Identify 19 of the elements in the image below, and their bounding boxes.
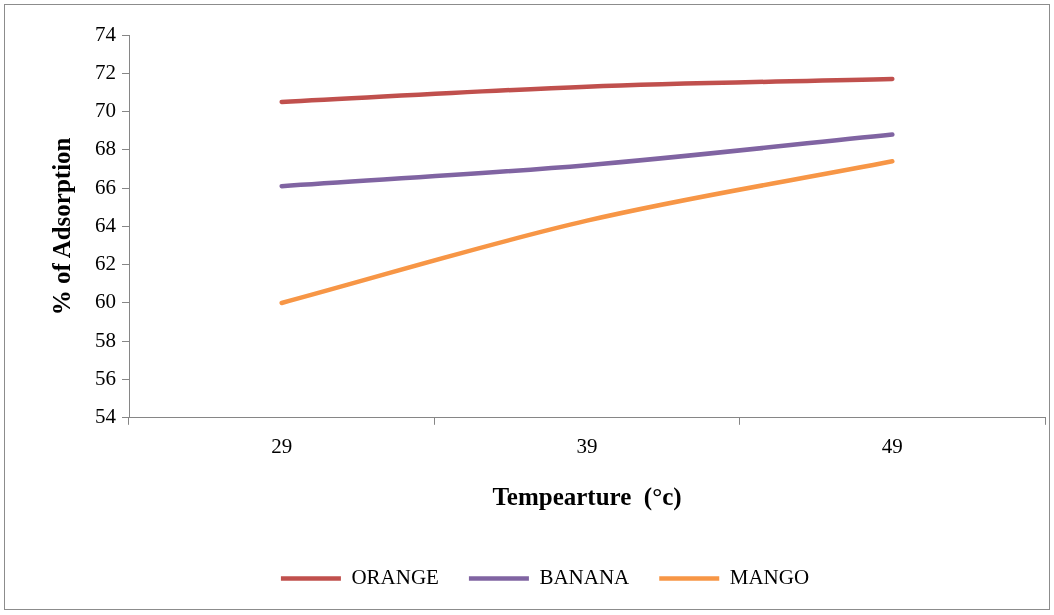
y-tick-label: 62	[95, 251, 116, 276]
y-tick-label: 74	[95, 21, 117, 46]
x-tick-label: 49	[881, 433, 903, 458]
y-tick-label: 68	[95, 136, 116, 161]
y-tick-label: 60	[95, 289, 116, 314]
y-tick-label: 58	[95, 327, 116, 352]
x-axis-title: Tempearture (°c)	[492, 483, 682, 512]
y-tick-label: 70	[95, 98, 116, 123]
y-tick-label: 56	[95, 366, 116, 391]
y-tick-label: 54	[95, 404, 117, 429]
legend-label: ORANGE	[351, 565, 439, 590]
x-tick-label: 39	[576, 433, 598, 458]
y-tick-label: 64	[95, 212, 117, 237]
y-tick-label: 72	[95, 59, 116, 84]
x-tick-label: 29	[271, 433, 293, 458]
y-axis-title: % of Adsorption	[48, 137, 76, 316]
legend-label: MANGO	[729, 565, 810, 590]
legend-label: BANANA	[539, 565, 631, 590]
y-tick-label: 66	[95, 174, 116, 199]
